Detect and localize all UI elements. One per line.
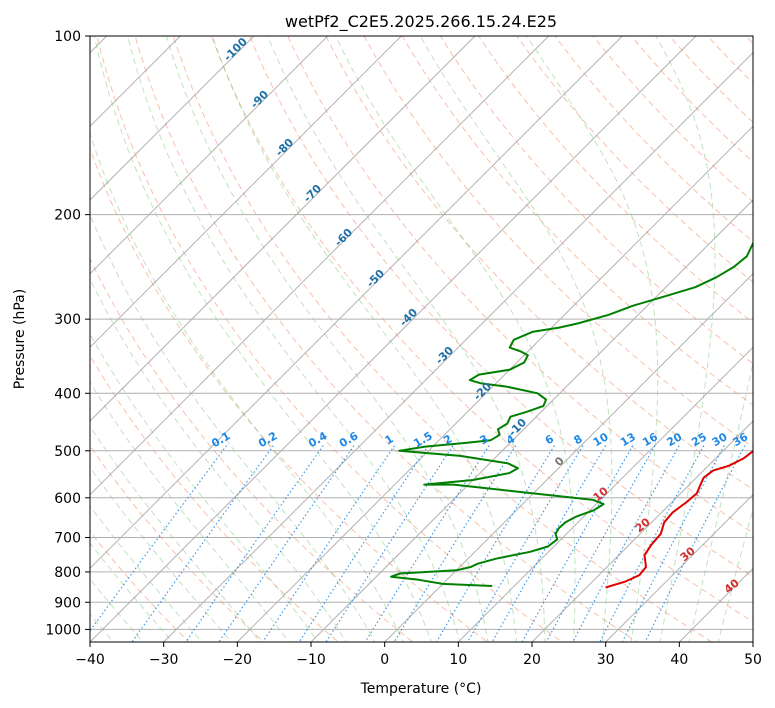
dry-adiabat: [630, 36, 753, 163]
y-tick-label: 1000: [45, 622, 81, 638]
x-tick-label: −10: [296, 652, 326, 668]
x-tick-label: 10: [449, 652, 467, 668]
y-tick-label: 600: [54, 491, 81, 507]
dry-adiabat: [249, 36, 753, 578]
x-axis-label: Temperature (°C): [360, 681, 482, 697]
dry-adiabat: [477, 36, 753, 324]
moist-adiabat: [93, 36, 432, 642]
mixing-ratio-line: [435, 445, 555, 642]
x-tick-label: 30: [597, 652, 615, 668]
isotherm-line: [90, 36, 476, 422]
y-axis-ticks: 100 200 300 400 500 600 700 800 900 1000: [45, 29, 90, 638]
mixing-ratio-line: [521, 445, 634, 642]
moist-adiabat: [90, 332, 319, 642]
moist-adiabat: [717, 507, 753, 642]
moist-adiabat: [655, 36, 716, 642]
isotherm-line: [163, 51, 753, 642]
dry-adiabats: [90, 36, 753, 642]
moist-adiabat: [419, 36, 613, 642]
mixing-ratio-line: [393, 445, 517, 642]
y-tick-label: 900: [54, 595, 81, 611]
isotherm-line: [236, 125, 753, 642]
y-tick-label: 700: [54, 531, 81, 547]
profile-lines: [390, 241, 753, 589]
y-tick-label: 500: [54, 444, 81, 460]
chart-title: wetPf2_C2E5.2025.266.15.24.E25: [285, 12, 557, 32]
x-tick-label: 0: [380, 652, 389, 668]
mixing-ratio-line: [644, 445, 746, 642]
mixing-ratio-line: [298, 445, 429, 642]
dry-adiabat: [90, 257, 414, 642]
isotherm-line: [90, 36, 550, 496]
isotherm-line: [531, 420, 753, 642]
dry-adiabat: [401, 36, 753, 406]
isotherm-line: [605, 493, 753, 642]
plot-frame: [89, 35, 754, 643]
y-tick-label: 400: [54, 386, 81, 402]
dry-adiabat: [210, 36, 753, 623]
isotherm-line: [90, 36, 623, 570]
y-tick-label: 300: [54, 312, 81, 328]
isotherm-line: [90, 36, 402, 349]
moist-adiabat: [90, 578, 144, 642]
x-tick-label: −40: [75, 652, 105, 668]
moist-adiabat: [90, 505, 203, 642]
y-tick-label: 800: [54, 565, 81, 581]
isotherm-line: [90, 36, 329, 275]
mixing-ratio-line: [185, 445, 324, 642]
dry-adiabat: [287, 36, 753, 534]
moist-adiabat: [267, 36, 546, 642]
mixing-ratio-line: [599, 445, 705, 642]
x-tick-label: 50: [744, 652, 762, 668]
x-tick-label: 20: [523, 652, 541, 668]
isotherm-line: [90, 36, 255, 201]
y-tick-label: 200: [54, 208, 81, 224]
dry-adiabat: [363, 36, 753, 448]
dry-adiabat: [134, 36, 638, 642]
dry-adiabat: [96, 36, 564, 642]
dry-adiabat: [325, 36, 753, 491]
isotherm-line: [457, 346, 753, 642]
dry-adiabat: [90, 444, 265, 642]
isotherm-line: [90, 36, 697, 642]
dewpoint-line: [390, 241, 753, 587]
isotherm-line: [384, 272, 753, 642]
moist-adiabat: [335, 36, 576, 642]
mixing-ratio-line: [262, 445, 396, 642]
temperature-line: [605, 449, 753, 589]
x-axis-ticks: −40 −30 −20 −10 0 10 20 30 40 50: [75, 642, 762, 668]
y-axis-label: Pressure (hPa): [12, 289, 28, 389]
mixing-ratio-line: [131, 445, 274, 642]
isotherm-line: [310, 199, 753, 642]
dry-adiabat: [439, 36, 753, 365]
skewed-isotherms: [90, 36, 753, 642]
dry-adiabat: [592, 36, 753, 203]
x-tick-label: −20: [223, 652, 253, 668]
moist-adiabat: [90, 466, 232, 642]
mixing-ratio-line: [491, 445, 607, 642]
x-tick-label: 40: [670, 652, 688, 668]
x-tick-label: −30: [149, 652, 179, 668]
moist-adiabat: [90, 542, 174, 642]
y-tick-label: 100: [54, 29, 81, 45]
dry-adiabat: [90, 530, 190, 642]
mixing-ratio-line: [325, 445, 454, 642]
dry-adiabat: [172, 36, 713, 642]
dry-adiabat: [516, 36, 753, 283]
mixing-ratio-line: [466, 445, 584, 642]
